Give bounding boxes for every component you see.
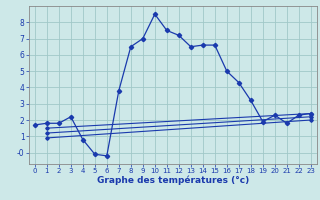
X-axis label: Graphe des températures (°c): Graphe des températures (°c) xyxy=(97,176,249,185)
